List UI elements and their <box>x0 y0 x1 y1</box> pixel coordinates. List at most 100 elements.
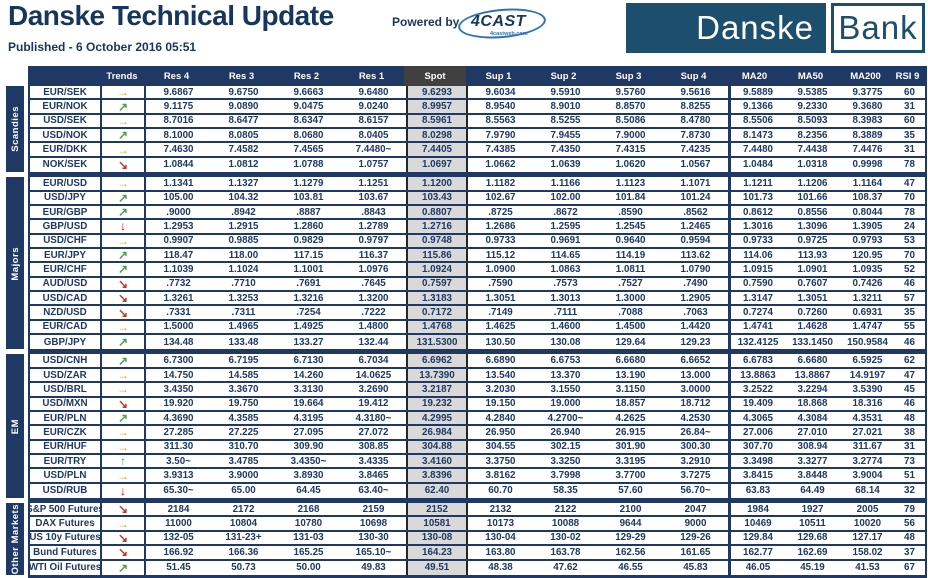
value-cell: 60.70 <box>488 485 513 497</box>
value-cell: 3.8448 <box>797 470 828 482</box>
value-cell: 10780 <box>294 518 323 530</box>
spot-cell: 8.5961 <box>406 114 468 128</box>
pair-label: US 10y Futures <box>30 531 102 545</box>
value-cell: 8.3983 <box>852 115 883 127</box>
value-cell: 3.3195 <box>615 455 646 467</box>
value-cell: 1.3000 <box>615 292 646 304</box>
column-header: Sup 1 <box>485 70 512 82</box>
table-row: US 10y Futures ↘ 132-05 131-23+ 131-03 130-30… <box>30 531 925 547</box>
value-cell: .7645 <box>361 278 386 290</box>
spot-cell: 3.2187 <box>406 383 468 396</box>
value-cell: 101.84 <box>615 192 646 204</box>
value-cell: 0.9885 <box>228 235 259 247</box>
spot-cell: 1.1200 <box>406 177 468 190</box>
value-cell: .7573 <box>553 278 578 290</box>
value-cell: 162.77 <box>728 546 785 559</box>
value-cell: 27.010 <box>797 426 828 438</box>
value-cell: 1.1166 <box>550 177 581 189</box>
value-cell: 1.0901 <box>797 263 828 275</box>
value-cell: 4.3084 <box>797 412 828 424</box>
trend-up_right-icon: ↗ <box>102 560 146 575</box>
value-cell: 8.7016 <box>163 115 194 127</box>
value-cell: 3.7275 <box>680 470 711 482</box>
value-cell: 9.6867 <box>163 86 194 98</box>
value-cell: 166.36 <box>228 546 259 558</box>
trend-up-icon: ↑ <box>102 454 146 468</box>
value-cell: 6.7034 <box>358 355 389 367</box>
value-cell: 1.4628 <box>797 321 828 333</box>
value-cell: 132.4125 <box>728 335 785 350</box>
pair-label: USD/ZAR <box>30 368 102 382</box>
spot-cell: 3.8396 <box>406 469 468 482</box>
value-cell: .7063 <box>683 307 708 319</box>
value-cell: 103.67 <box>358 192 389 204</box>
spot-cell: 103.43 <box>406 191 468 204</box>
column-header: Sup 2 <box>550 70 577 82</box>
pair-label: EUR/USD <box>30 177 102 190</box>
value-cell: 3.3277 <box>797 455 828 467</box>
table-row: EUR/CHF ↗ 1.1039 1.1024 1.1001 1.0976 1.0924 1.… <box>30 263 925 278</box>
table-row: USD/MXN ↘ 19.920 19.750 19.664 19.412 19.232 19… <box>30 397 925 412</box>
value-cell: 3.4350~ <box>290 455 327 467</box>
column-header: MA20 <box>741 70 768 82</box>
table-row: EUR/HUF → 311.30 310.70 309.90 308.85 304.88 30… <box>30 440 925 455</box>
value-cell: 60 <box>904 115 915 127</box>
powered-by-label: Powered by <box>392 15 460 29</box>
value-cell: 4.3065 <box>728 411 785 425</box>
table-row: Bund Futures ↘ 166.92 166.36 165.25 165.10~ 16… <box>30 546 925 561</box>
value-cell: 0.9793 <box>852 235 883 247</box>
trend-down_right-icon: ↘ <box>102 546 146 559</box>
table-row: USD/CAD ↘ 1.3261 1.3253 1.3216 1.3200 1.3183 1.… <box>30 292 925 307</box>
value-cell: 1.4925 <box>293 321 324 333</box>
value-cell: 102.00 <box>550 192 581 204</box>
value-cell: 9.0475 <box>293 101 324 113</box>
value-cell: 3.8162 <box>485 470 516 482</box>
section-separator <box>28 498 927 504</box>
value-cell: 3.2294 <box>797 383 828 395</box>
value-cell: 3.4335 <box>358 455 389 467</box>
report-title: Danske Technical Update <box>8 0 334 31</box>
table-row: WTI Oil Futures ↗ 51.45 50.73 50.00 49.83 49.5… <box>30 560 925 575</box>
value-cell: 10088 <box>551 518 580 530</box>
value-cell: 1.3253 <box>228 292 259 304</box>
value-cell: 1.0844 <box>163 159 194 171</box>
pair-label: NOK/SEK <box>30 157 102 173</box>
value-cell: .8562 <box>683 206 708 218</box>
value-cell: 103.81 <box>293 192 324 204</box>
value-cell: 26.950 <box>485 426 516 438</box>
logo-bank-box: Bank <box>831 3 925 53</box>
value-cell: 1.0620 <box>615 159 646 171</box>
value-cell: 46 <box>904 278 915 290</box>
pair-label: USD/NOK <box>30 129 102 142</box>
value-cell: 24 <box>904 220 915 232</box>
pair-label: EUR/DKK <box>30 143 102 156</box>
trend-right-icon: → <box>102 320 146 334</box>
value-cell: 10173 <box>486 518 515 530</box>
value-cell: 8.6347 <box>293 115 324 127</box>
table-row: USD/RUB ↓ 65.30~ 65.00 64.45 63.40~ 62.40 60.70… <box>30 483 925 499</box>
value-cell: .8590 <box>618 206 643 218</box>
pair-label: USD/RUB <box>30 483 102 499</box>
value-cell: 3.1150 <box>615 383 646 395</box>
value-cell: 7.4582 <box>228 144 259 156</box>
value-cell: 7.4630 <box>163 144 194 156</box>
value-cell: 0.9725 <box>797 235 828 247</box>
value-cell: 131-23+ <box>225 532 262 544</box>
value-cell: 4.3690 <box>163 412 194 424</box>
pair-label: USD/JPY <box>30 191 102 204</box>
value-cell: 79 <box>904 503 915 515</box>
value-cell: 1.0788 <box>293 159 324 171</box>
spot-cell: 62.40 <box>406 483 468 499</box>
value-cell: 1.3096 <box>797 220 828 232</box>
value-cell: 130-02 <box>550 532 581 544</box>
value-cell: 104.32 <box>228 192 259 204</box>
value-cell: 56.70~ <box>680 485 711 497</box>
trend-up_right-icon: ↗ <box>102 205 146 219</box>
value-cell: 1.1024 <box>228 263 259 275</box>
column-header: Sup 4 <box>680 70 707 82</box>
value-cell: 48 <box>904 532 915 544</box>
spot-cell: 1.0924 <box>406 263 468 276</box>
value-cell: 19.750 <box>228 398 259 410</box>
value-cell: 6.7195 <box>228 355 259 367</box>
